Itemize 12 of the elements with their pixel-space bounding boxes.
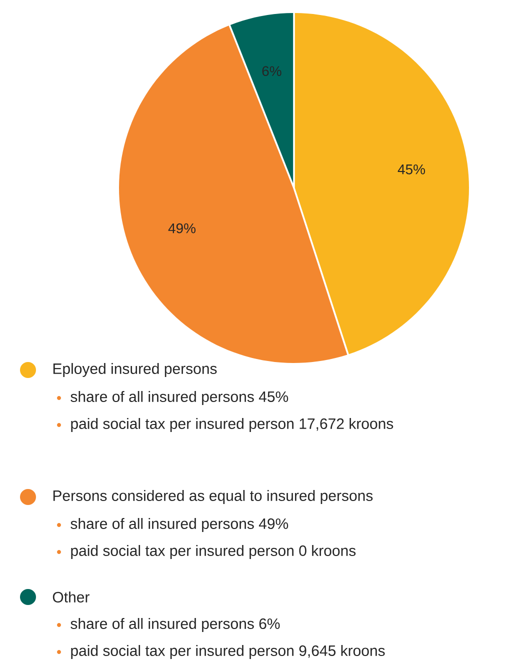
legend-label: Persons considered as equal to insured persons	[53, 490, 373, 504]
text: share of all insured persons 49%	[70, 518, 288, 532]
legend-label: Other	[52, 591, 90, 602]
text: share of all insured persons 6%	[70, 618, 280, 632]
text: share of all insured persons 45%	[70, 390, 288, 405]
text: paid social tax per insured person 17,672 kroons	[71, 418, 394, 432]
data-label: 49%	[168, 223, 196, 234]
text: paid social tax per insured person 9,645 kroons	[71, 644, 385, 659]
text: paid social tax per insured person 0 kroons	[71, 544, 356, 559]
legend-label: Eployed insured persons	[53, 363, 217, 377]
data-label: 45%	[398, 164, 426, 174]
data-label: 6%	[262, 66, 282, 76]
